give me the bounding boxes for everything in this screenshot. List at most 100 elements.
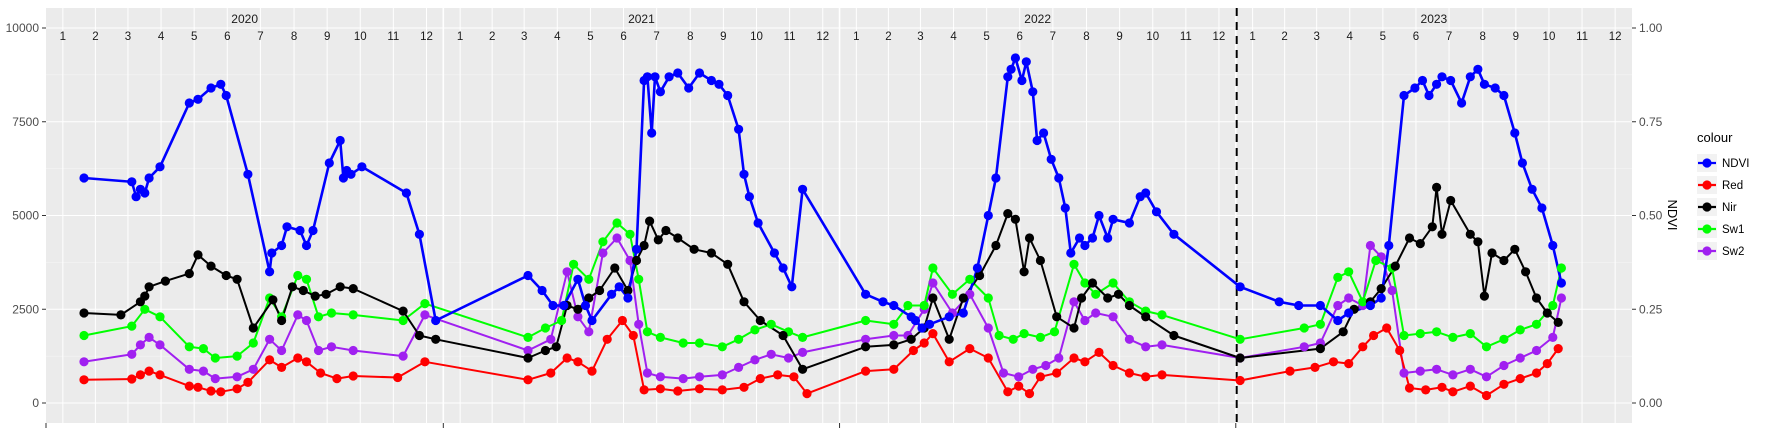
point-sw1 <box>1548 300 1558 311</box>
month-label: 3 <box>917 31 923 43</box>
point-sw2 <box>889 330 899 341</box>
series-points <box>79 53 1566 401</box>
point-ndvi <box>647 128 657 138</box>
month-label: 12 <box>1213 31 1226 43</box>
month-label: 3 <box>1313 31 1319 43</box>
point-ndvi <box>889 300 899 311</box>
point-red <box>739 382 749 392</box>
y-tick-label-right: 1.00 <box>1639 21 1663 35</box>
point-ndvi <box>1074 233 1085 243</box>
point-sw2 <box>198 366 208 376</box>
point-red <box>1382 323 1392 333</box>
point-nir <box>1019 267 1029 277</box>
point-red <box>1421 385 1431 395</box>
point-sw1 <box>1556 263 1566 273</box>
point-red <box>523 375 533 385</box>
point-red <box>562 353 572 363</box>
point-red <box>184 381 194 391</box>
point-nir <box>906 334 916 344</box>
point-ndvi <box>614 282 624 292</box>
month-label: 8 <box>1480 31 1486 43</box>
month-label: 6 <box>620 31 626 43</box>
point-red <box>908 345 919 356</box>
point-sw2 <box>1531 345 1542 356</box>
point-ndvi <box>1490 83 1500 93</box>
point-sw2 <box>1124 334 1134 344</box>
point-red <box>1404 383 1415 393</box>
point-red <box>773 370 783 380</box>
point-nir <box>221 270 231 281</box>
point-nir <box>1427 222 1437 232</box>
point-sw2 <box>1415 366 1425 376</box>
point-nir <box>310 291 320 301</box>
point-red <box>1481 390 1492 401</box>
point-sw2 <box>313 345 324 356</box>
month-label: 2 <box>1281 31 1287 43</box>
point-nir <box>928 293 938 303</box>
point-sw1 <box>1333 272 1343 282</box>
point-nir <box>298 285 308 296</box>
point-red <box>1542 359 1552 369</box>
point-ndvi <box>295 225 305 236</box>
point-nir <box>991 240 1001 251</box>
point-nir <box>540 345 551 356</box>
point-nir <box>778 330 788 341</box>
point-sw2 <box>1556 293 1566 303</box>
point-red <box>193 382 203 392</box>
point-sw2 <box>634 319 644 329</box>
point-nir <box>723 259 733 269</box>
point-red <box>1499 379 1509 389</box>
point-ndvi <box>631 244 642 254</box>
y-tick-label-left: 5000 <box>12 209 39 223</box>
point-nir <box>1479 291 1489 301</box>
point-sw2 <box>1028 364 1038 374</box>
legend-title: colour <box>1697 130 1733 145</box>
point-nir <box>79 308 89 318</box>
month-label: 9 <box>324 31 330 43</box>
month-label: 4 <box>1347 31 1354 43</box>
point-ndvi <box>650 72 660 82</box>
point-nir <box>1315 344 1325 354</box>
point-nir <box>160 276 170 286</box>
point-nir <box>739 297 749 307</box>
point-ndvi <box>1556 278 1566 288</box>
point-sw1 <box>523 332 533 342</box>
point-ndvi <box>684 83 694 93</box>
point-sw2 <box>1432 364 1442 374</box>
point-sw1 <box>694 338 705 348</box>
point-sw2 <box>232 372 242 382</box>
point-nir <box>1390 261 1400 271</box>
point-sw2 <box>798 347 808 357</box>
point-sw2 <box>1548 332 1558 342</box>
point-ndvi <box>1365 300 1375 311</box>
point-red <box>928 329 938 339</box>
point-sw1 <box>1080 278 1090 288</box>
point-sw1 <box>625 229 635 239</box>
point-ndvi <box>655 87 666 97</box>
point-nir <box>335 282 345 292</box>
point-ndvi <box>1537 203 1547 213</box>
point-nir <box>673 233 683 243</box>
point-sw2 <box>1157 340 1167 350</box>
point-sw1 <box>301 274 312 284</box>
month-label: 2 <box>885 31 891 43</box>
point-sw1 <box>398 315 408 326</box>
point-sw1 <box>994 330 1004 341</box>
point-red <box>1235 375 1245 386</box>
point-sw2 <box>584 327 594 337</box>
point-sw2 <box>1481 372 1492 382</box>
point-sw2 <box>420 310 430 320</box>
point-red <box>944 357 954 367</box>
point-sw1 <box>1108 278 1118 288</box>
point-sw2 <box>523 345 533 356</box>
point-nir <box>1087 278 1098 288</box>
month-label: 1 <box>457 31 463 43</box>
point-red <box>206 386 216 396</box>
point-ndvi <box>537 285 547 296</box>
legend-key-point <box>1702 224 1712 234</box>
point-ndvi <box>559 300 569 311</box>
point-ndvi <box>1017 75 1027 86</box>
month-label: 10 <box>354 31 367 43</box>
point-sw1 <box>1515 325 1525 335</box>
point-sw2 <box>546 334 556 344</box>
